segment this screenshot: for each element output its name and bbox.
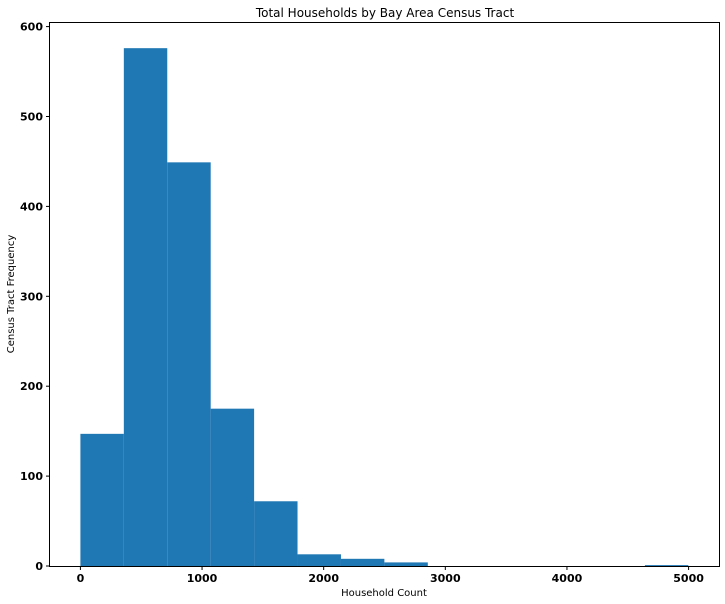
histogram-bar-13 [644, 565, 689, 566]
histogram-bar-7 [384, 562, 428, 566]
y-tick-label: 500 [20, 110, 43, 123]
histogram-bar-5 [297, 554, 341, 566]
y-tick-label: 600 [20, 21, 43, 34]
chart-title: Total Households by Bay Area Census Trac… [255, 6, 515, 20]
y-tick-label: 400 [20, 200, 43, 213]
histogram-bar-0 [80, 433, 124, 566]
bars-group [80, 48, 689, 567]
y-axis-ticks: 0 100 200 300 400 500 600 [20, 21, 50, 573]
y-tick-label: 100 [20, 470, 43, 483]
histogram-bar-6 [340, 558, 385, 566]
histogram-bar-3 [210, 408, 255, 566]
histogram-bar-1 [123, 48, 168, 567]
histogram-bar-2 [167, 162, 211, 567]
x-tick-label: 1000 [187, 572, 218, 585]
x-tick-label: 3000 [430, 572, 461, 585]
x-tick-label: 4000 [552, 572, 583, 585]
y-tick-label: 0 [35, 560, 43, 573]
x-axis-label: Household Count [341, 588, 427, 599]
x-tick-label: 5000 [673, 572, 704, 585]
y-tick-label: 200 [20, 380, 43, 393]
plot-frame [49, 22, 720, 567]
y-axis-label: Census Tract Frequency [6, 235, 17, 354]
x-axis-ticks: 0 1000 2000 3000 4000 5000 [77, 566, 704, 585]
histogram-bar-4 [254, 501, 298, 566]
y-tick-label: 300 [20, 290, 43, 303]
x-tick-label: 2000 [308, 572, 339, 585]
x-tick-label: 0 [77, 572, 85, 585]
